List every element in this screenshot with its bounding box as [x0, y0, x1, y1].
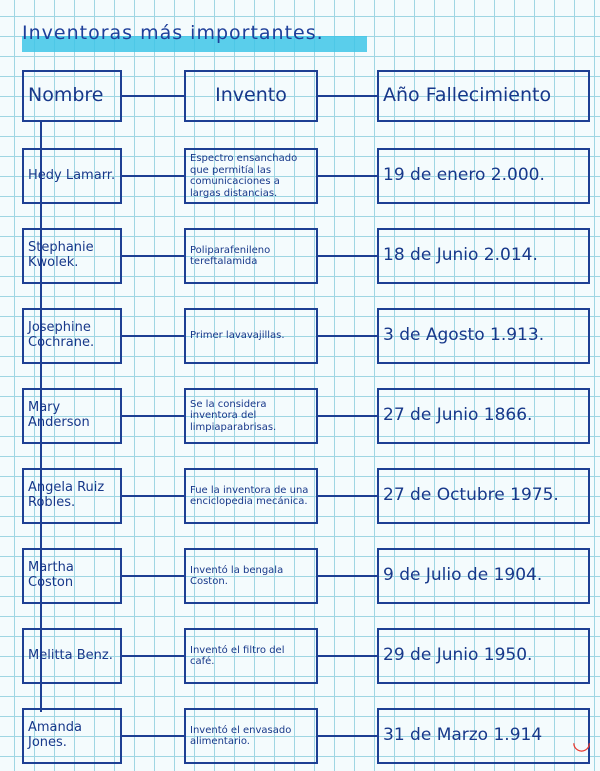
connector	[318, 495, 377, 497]
death-date: 27 de Octubre 1975.	[377, 468, 590, 524]
connector	[318, 575, 377, 577]
invention: Se la considera inventora del limpiapara…	[184, 388, 318, 444]
invention: Inventó la bengala Coston.	[184, 548, 318, 604]
inventor-name: Mary Anderson	[22, 388, 122, 444]
connector	[122, 415, 184, 417]
header-name: Nombre	[22, 70, 122, 122]
inventor-name: Martha Coston	[22, 548, 122, 604]
inventor-name: Melitta Benz.	[22, 628, 122, 684]
death-date: 9 de Julio de 1904.	[377, 548, 590, 604]
connector	[122, 255, 184, 257]
death-date: 27 de Junio 1866.	[377, 388, 590, 444]
invention: Fue la inventora de una enciclopedia mec…	[184, 468, 318, 524]
connector	[318, 95, 377, 97]
connector	[318, 655, 377, 657]
page-title: Inventoras más importantes.	[22, 22, 367, 52]
vertical-connector	[40, 122, 42, 712]
inventor-name: Amanda Jones.	[22, 708, 122, 764]
death-date: 18 de Junio 2.014.	[377, 228, 590, 284]
smiley-icon: ◡	[573, 730, 590, 755]
connector	[122, 655, 184, 657]
title-text: Inventoras más importantes.	[22, 22, 324, 44]
death-date: 3 de Agosto 1.913.	[377, 308, 590, 364]
invention: Inventó el filtro del café.	[184, 628, 318, 684]
inventor-name: Stephanie Kwolek.	[22, 228, 122, 284]
death-date: 19 de enero 2.000.	[377, 148, 590, 204]
connector	[122, 575, 184, 577]
connector	[318, 175, 377, 177]
invention: Inventó el envasado alimentario.	[184, 708, 318, 764]
inventor-name: Angela Ruiz Robles.	[22, 468, 122, 524]
connector	[318, 735, 377, 737]
invention: Espectro ensanchado que permitía las com…	[184, 148, 318, 204]
death-date: 31 de Marzo 1.914	[377, 708, 590, 764]
highlighter-mark	[22, 36, 367, 52]
invention: Primer lavavajillas.	[184, 308, 318, 364]
connector	[122, 335, 184, 337]
connector	[122, 175, 184, 177]
inventor-name: Hedy Lamarr.	[22, 148, 122, 204]
connector	[122, 95, 184, 97]
header-invention: Invento	[184, 70, 318, 122]
death-date: 29 de Junio 1950.	[377, 628, 590, 684]
inventor-name: Josephine Cochrane.	[22, 308, 122, 364]
connector	[318, 255, 377, 257]
connector	[318, 415, 377, 417]
connector	[122, 495, 184, 497]
invention: Poliparafenileno tereftalamida	[184, 228, 318, 284]
connector	[122, 735, 184, 737]
header-death: Año Fallecimiento	[377, 70, 590, 122]
connector	[318, 335, 377, 337]
